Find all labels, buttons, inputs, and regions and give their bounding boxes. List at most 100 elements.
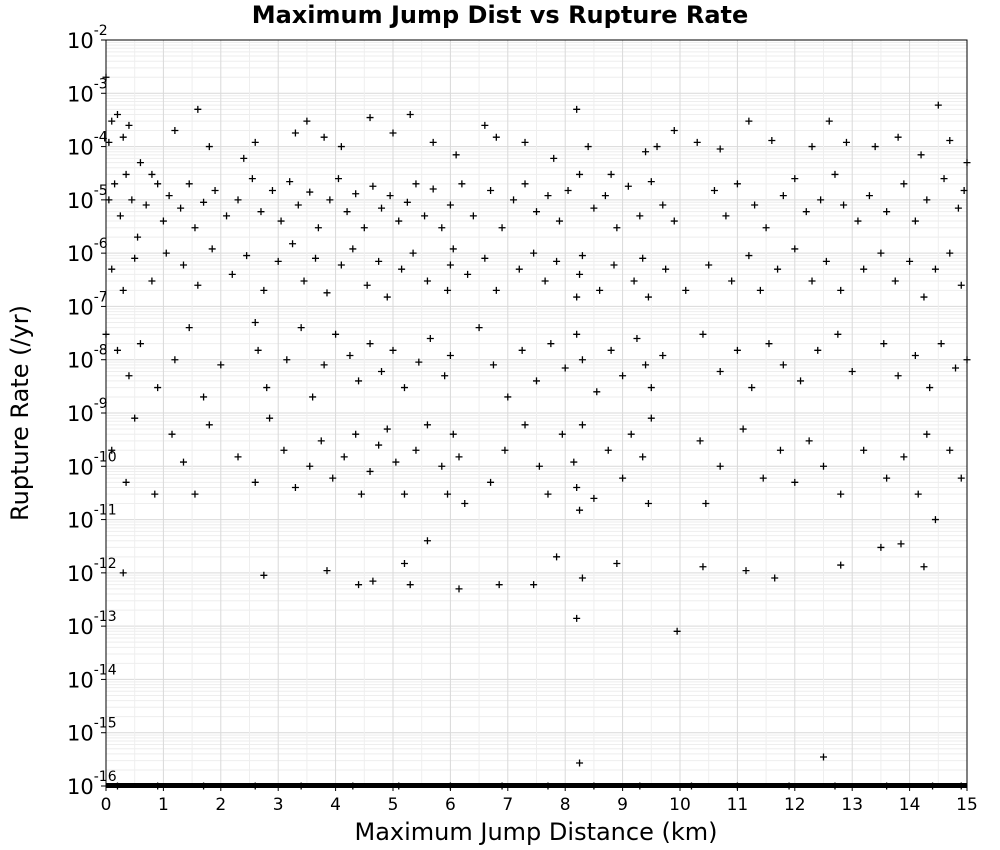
data-point	[584, 143, 592, 151]
y-tick-exponent: -7	[94, 289, 108, 305]
data-point	[791, 175, 799, 183]
data-point	[363, 281, 371, 289]
data-point	[837, 561, 845, 569]
data-point	[900, 180, 908, 188]
data-point	[300, 277, 308, 285]
data-point	[211, 186, 219, 194]
data-point	[954, 204, 962, 212]
data-point	[378, 368, 386, 376]
data-point	[693, 138, 701, 146]
data-point	[627, 430, 635, 438]
x-tick-label: 3	[273, 795, 284, 815]
data-point	[576, 506, 584, 514]
data-point	[705, 261, 713, 269]
data-point	[446, 261, 454, 269]
data-point	[148, 277, 156, 285]
data-point	[194, 281, 202, 289]
y-tick-label: 10-6	[67, 236, 108, 266]
data-point	[260, 286, 268, 294]
data-point	[312, 254, 320, 262]
data-point	[716, 145, 724, 153]
data-point	[320, 361, 328, 369]
data-point	[957, 281, 965, 289]
y-tick-exponent: -3	[94, 76, 108, 92]
data-point	[185, 180, 193, 188]
data-point	[644, 293, 652, 301]
data-point	[171, 356, 179, 364]
data-point	[860, 446, 868, 454]
data-point	[578, 252, 586, 260]
data-point	[865, 192, 873, 200]
x-tick-label: 15	[956, 795, 978, 815]
y-axis-label: Rupture Rate (/yr)	[6, 305, 34, 521]
data-point	[644, 500, 652, 508]
data-point	[642, 148, 650, 156]
data-point	[378, 204, 386, 212]
data-point	[334, 175, 342, 183]
y-tick-label: 10-4	[67, 130, 108, 160]
data-point	[682, 286, 690, 294]
y-tick-exponent: -11	[94, 503, 117, 519]
data-point	[395, 217, 403, 225]
data-point	[421, 212, 429, 220]
data-point	[521, 421, 529, 429]
data-point	[653, 143, 661, 151]
data-point	[194, 105, 202, 113]
data-point	[593, 388, 601, 396]
data-point	[366, 340, 374, 348]
data-point	[223, 212, 231, 220]
data-point	[412, 180, 420, 188]
data-point	[108, 446, 116, 454]
data-point	[716, 368, 724, 376]
data-point	[248, 175, 256, 183]
x-tick-label: 5	[388, 795, 399, 815]
data-point	[415, 358, 423, 366]
data-point	[871, 143, 879, 151]
data-point	[639, 453, 647, 461]
data-point	[162, 249, 170, 257]
data-point	[191, 490, 199, 498]
data-point	[400, 384, 408, 392]
data-point	[306, 462, 314, 470]
data-point	[303, 117, 311, 125]
data-point	[243, 252, 251, 260]
data-point	[756, 286, 764, 294]
data-point	[429, 138, 437, 146]
data-point	[444, 286, 452, 294]
data-point	[306, 188, 314, 196]
data-point	[332, 330, 340, 338]
data-point	[205, 421, 213, 429]
data-point	[768, 137, 776, 144]
data-point	[200, 198, 208, 206]
data-point	[774, 265, 782, 273]
data-point	[438, 462, 446, 470]
data-point	[263, 384, 271, 392]
data-point	[423, 537, 431, 545]
data-point	[860, 265, 868, 273]
x-tick-label: 1	[158, 795, 169, 815]
data-point	[406, 110, 414, 118]
data-point	[553, 553, 561, 561]
data-point	[504, 393, 512, 401]
data-point	[771, 574, 779, 582]
data-point	[131, 254, 139, 262]
chart-title: Maximum Jump Dist vs Rupture Rate	[252, 1, 749, 29]
data-point	[446, 201, 454, 209]
data-point	[877, 543, 885, 551]
data-point	[179, 261, 187, 269]
data-point	[894, 133, 902, 141]
data-point	[228, 270, 236, 278]
data-point	[441, 372, 449, 380]
data-point	[501, 446, 509, 454]
data-point	[808, 277, 816, 285]
x-axis-ticks: 0 1 2 3 4 5 6 7 8 9 10 11 12 13 14 15	[101, 786, 978, 815]
data-point	[802, 208, 810, 216]
data-point	[547, 340, 555, 348]
data-point	[426, 335, 434, 343]
data-point	[911, 351, 919, 359]
data-point	[745, 117, 753, 125]
data-point	[722, 212, 730, 220]
data-point	[148, 170, 156, 178]
data-point	[191, 224, 199, 232]
